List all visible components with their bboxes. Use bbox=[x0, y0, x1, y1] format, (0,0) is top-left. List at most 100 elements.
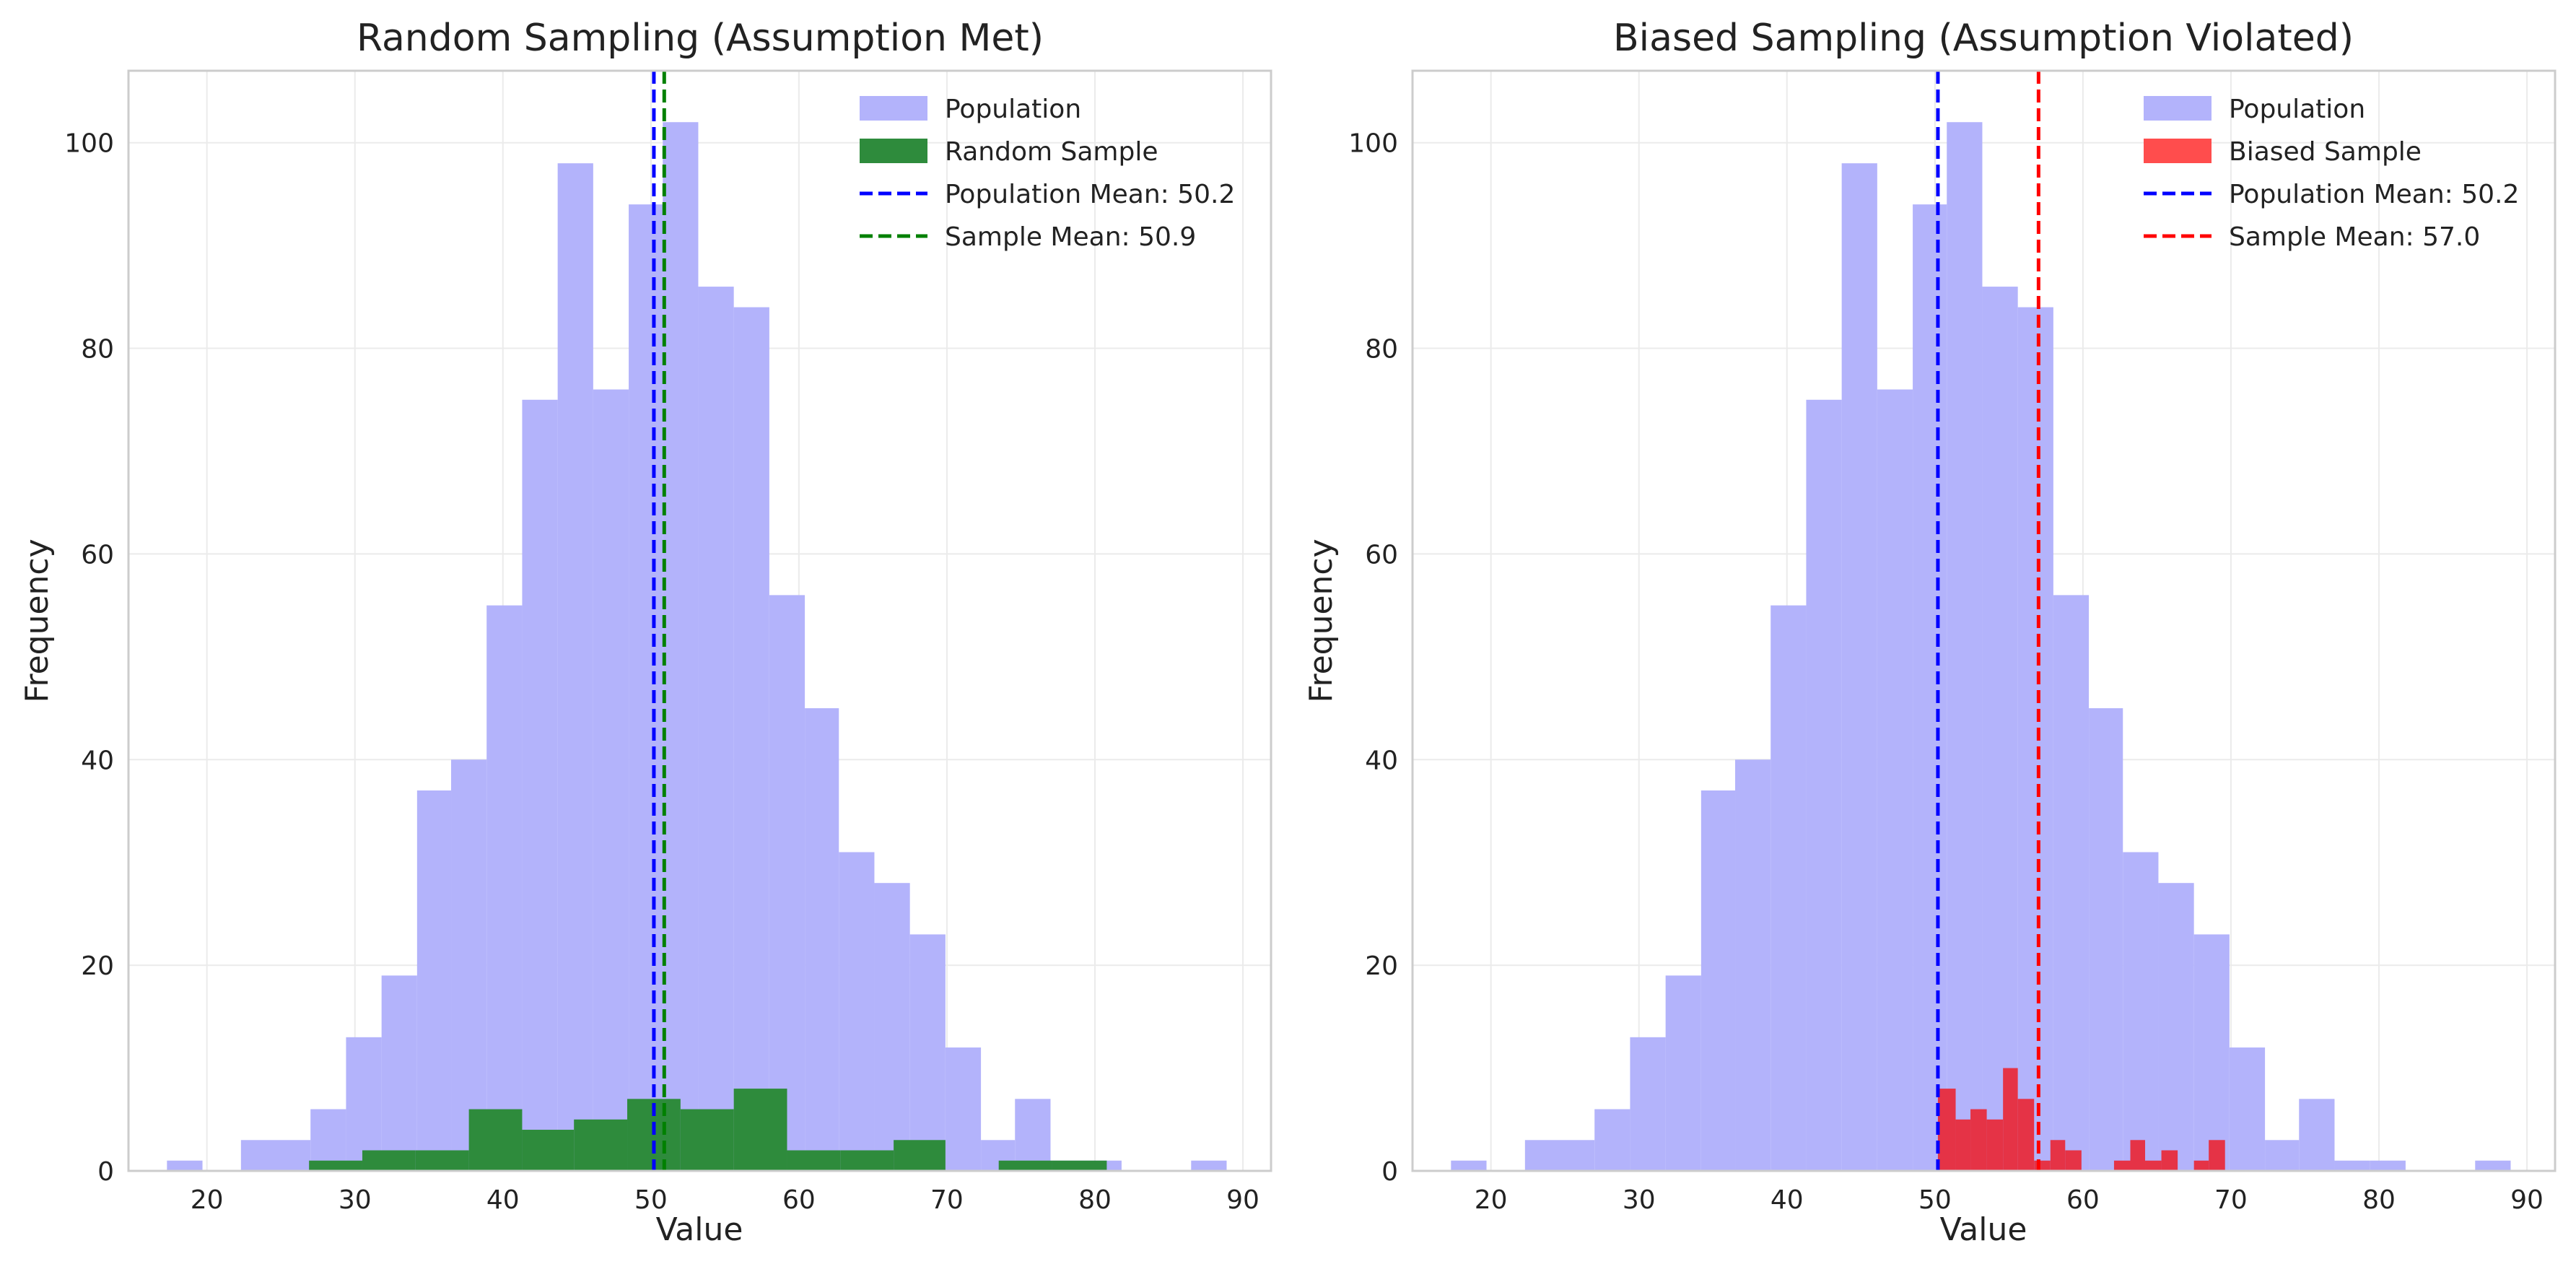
sample-histogram bbox=[309, 1089, 1107, 1171]
histogram-bar-random-sample bbox=[362, 1150, 416, 1171]
population-histogram bbox=[1451, 122, 2511, 1172]
histogram-bar-biased-sample bbox=[2113, 1160, 2131, 1171]
legend-label: Sample Mean: 50.9 bbox=[945, 222, 1196, 252]
histogram-bar-population bbox=[1191, 1160, 1227, 1171]
y-tick-label: 20 bbox=[81, 951, 114, 981]
y-tick-label: 40 bbox=[1365, 746, 1398, 775]
histogram-bar-population bbox=[167, 1160, 203, 1171]
histogram-bar-population bbox=[346, 1037, 382, 1171]
histogram-bar-population bbox=[805, 708, 839, 1171]
legend-label: Population bbox=[2229, 95, 2365, 124]
histogram-bar-biased-sample bbox=[2050, 1140, 2066, 1171]
plot-area: 20 30 40 50 60 70 80 90 0 20 40 60 80 100 Value Freq… bbox=[19, 69, 1272, 1248]
mean-lines bbox=[1936, 71, 2040, 1171]
histogram-bar-population bbox=[1913, 204, 1947, 1171]
histogram-bar-population bbox=[1982, 287, 2018, 1172]
histogram-bar-random-sample bbox=[468, 1109, 523, 1171]
histogram-bar-population bbox=[381, 975, 417, 1171]
y-tick-label: 40 bbox=[81, 746, 114, 775]
x-tick-label: 50 bbox=[634, 1185, 668, 1215]
x-tick-label: 40 bbox=[486, 1185, 520, 1215]
histogram-bar-biased-sample bbox=[2065, 1150, 2082, 1171]
histogram-bar-population bbox=[733, 307, 769, 1172]
histogram-bar-random-sample bbox=[787, 1150, 841, 1171]
histogram-bar-biased-sample bbox=[2161, 1150, 2178, 1171]
x-tick-label: 60 bbox=[782, 1185, 816, 1215]
histogram-bar-population bbox=[1806, 399, 1842, 1172]
y-tick-label: 80 bbox=[81, 335, 114, 365]
histogram-bar-population bbox=[416, 790, 452, 1171]
histogram-bar-random-sample bbox=[522, 1130, 575, 1171]
population-histogram bbox=[167, 122, 1227, 1172]
histogram-bar-biased-sample bbox=[1955, 1119, 1971, 1171]
x-tick-labels: 20 30 40 50 60 70 80 90 bbox=[1475, 1185, 2544, 1215]
histogram-bar-population bbox=[1735, 759, 1771, 1171]
x-tick-label: 90 bbox=[1226, 1185, 1259, 1215]
plot-frame bbox=[127, 69, 1272, 1172]
histogram-bar-population bbox=[593, 389, 629, 1171]
legend-swatch-biased-sample bbox=[2144, 139, 2212, 163]
x-tick-label: 80 bbox=[1078, 1185, 1112, 1215]
histogram-bar-population bbox=[1841, 163, 1877, 1172]
x-tick-label: 20 bbox=[191, 1185, 224, 1215]
legend-label: Population Mean: 50.2 bbox=[2229, 180, 2519, 209]
histogram-bar-biased-sample bbox=[2193, 1160, 2209, 1171]
histogram-bar-population bbox=[909, 934, 946, 1171]
x-tick-label: 30 bbox=[1623, 1185, 1656, 1215]
x-tick-label: 40 bbox=[1771, 1185, 1804, 1215]
legend: Population Random Sample Population Mean: … bbox=[860, 95, 1235, 252]
legend-label: Population Mean: 50.2 bbox=[945, 180, 1235, 209]
y-tick-label: 100 bbox=[64, 129, 114, 159]
histogram-bar-population bbox=[2370, 1160, 2406, 1171]
histogram-bar-population bbox=[557, 163, 593, 1172]
x-tick-label: 90 bbox=[2510, 1185, 2544, 1215]
y-tick-labels: 0 20 40 60 80 100 bbox=[64, 129, 114, 1187]
chart-title: Biased Sampling (Assumption Violated) bbox=[1613, 17, 2354, 60]
histogram-bar-population bbox=[769, 595, 805, 1171]
histogram-bar-biased-sample bbox=[2034, 1160, 2051, 1171]
legend-label: Biased Sample bbox=[2229, 137, 2422, 167]
histogram-bar-population bbox=[240, 1140, 276, 1171]
legend-swatch-random-sample bbox=[860, 139, 927, 163]
x-axis-label: Value bbox=[1940, 1211, 2027, 1248]
histogram-bar-biased-sample bbox=[2017, 1099, 2035, 1171]
plot-frame bbox=[1411, 69, 2557, 1172]
histogram-bar-biased-sample bbox=[2209, 1140, 2225, 1171]
histogram-bar-population bbox=[2334, 1160, 2370, 1171]
histogram-bar-population bbox=[1451, 1160, 1487, 1171]
legend-label: Random Sample bbox=[945, 137, 1158, 167]
y-tick-label: 0 bbox=[1381, 1157, 1398, 1187]
histogram-bar-biased-sample bbox=[2003, 1068, 2018, 1171]
panel-random-sampling: Random Sampling (Assumption Met) 20 30 40 5… bbox=[19, 17, 1272, 1248]
histogram-bar-random-sample bbox=[309, 1160, 362, 1171]
x-tick-label: 70 bbox=[930, 1185, 964, 1215]
y-tick-labels: 0 20 40 60 80 100 bbox=[1348, 129, 1398, 1187]
histogram-bar-population bbox=[1524, 1140, 1560, 1171]
histogram-bar-population bbox=[2299, 1099, 2335, 1171]
histogram-bar-population bbox=[2089, 708, 2123, 1171]
histogram-bar-population bbox=[2123, 852, 2159, 1171]
y-tick-label: 0 bbox=[97, 1157, 114, 1187]
legend-swatch-population bbox=[860, 96, 927, 121]
histogram-bar-population bbox=[2017, 307, 2053, 1172]
y-tick-label: 20 bbox=[1365, 951, 1398, 981]
panel-biased-sampling: Biased Sampling (Assumption Violated) 20… bbox=[1303, 17, 2557, 1248]
histogram-bar-population bbox=[2158, 883, 2194, 1171]
histogram-bar-population bbox=[2475, 1160, 2511, 1171]
histogram-bar-population bbox=[1947, 122, 1983, 1171]
histogram-bar-random-sample bbox=[1052, 1160, 1107, 1171]
histogram-bar-population bbox=[663, 122, 699, 1171]
histogram-bar-random-sample bbox=[680, 1109, 734, 1171]
histogram-bar-population bbox=[698, 287, 734, 1172]
histogram-bar-population bbox=[1665, 975, 1701, 1171]
histogram-bar-random-sample bbox=[998, 1160, 1052, 1171]
histogram-bar-population bbox=[945, 1047, 982, 1171]
y-axis-label: Frequency bbox=[19, 539, 56, 702]
histogram-bar-random-sample bbox=[733, 1089, 787, 1171]
y-tick-label: 100 bbox=[1348, 129, 1398, 159]
histogram-bar-biased-sample bbox=[1970, 1109, 1987, 1171]
histogram-bar-population bbox=[839, 852, 875, 1171]
sample-histogram bbox=[1937, 1068, 2225, 1171]
y-tick-label: 80 bbox=[1365, 335, 1398, 365]
